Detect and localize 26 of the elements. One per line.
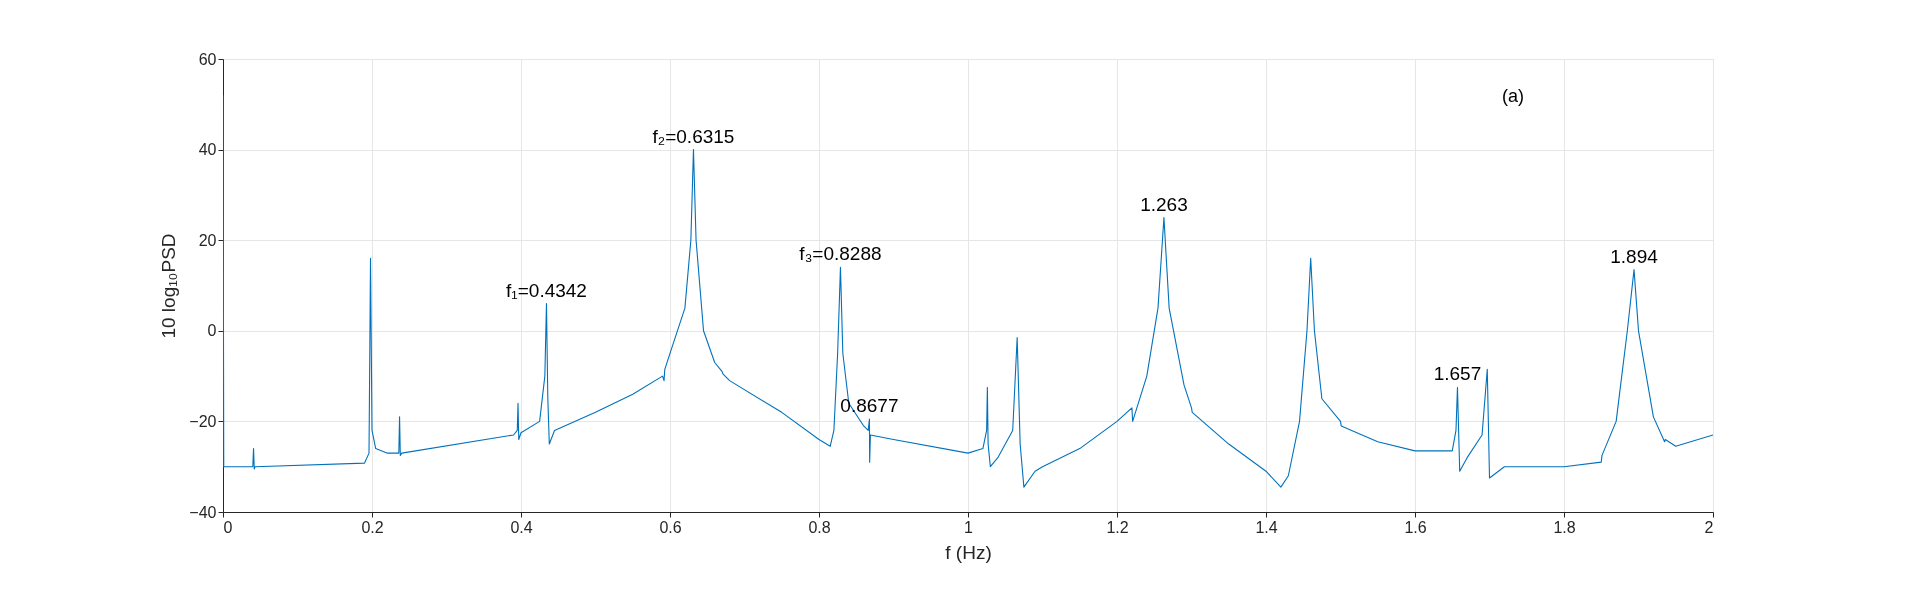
- x-tick-label: 0.4: [510, 518, 533, 536]
- x-tick-label: 0.8: [808, 518, 831, 536]
- x-tick-label: 2: [1704, 518, 1714, 536]
- annotation: 1.263: [1140, 193, 1188, 215]
- x-tick-label: 1: [964, 518, 974, 536]
- x-tick-label: 0.2: [361, 518, 384, 536]
- y-tick-label: 20: [198, 231, 217, 249]
- annotation: (a): [1502, 86, 1524, 106]
- x-tick-label: 1.2: [1106, 518, 1129, 536]
- x-axis-title: f (Hz): [945, 541, 992, 563]
- annotation: 1.657: [1433, 363, 1482, 385]
- annotation: 1.894: [1610, 245, 1659, 267]
- y-tick-label: −20: [189, 412, 217, 430]
- y-tick-label: 60: [198, 50, 217, 68]
- y-tick-label: −40: [189, 503, 217, 521]
- x-tick-label: 0: [223, 518, 233, 536]
- y-tick-label: 0: [207, 322, 217, 340]
- x-tick-label: 1.8: [1553, 518, 1576, 536]
- x-tick-label: 0.6: [659, 518, 682, 536]
- y-axis-title: 10 log₁₀PSD: [158, 233, 180, 339]
- y-tick-label: 40: [198, 141, 217, 159]
- annotation: f₂=0.6315: [652, 125, 735, 147]
- x-tick-label: 1.4: [1255, 518, 1278, 536]
- x-tick-label: 1.6: [1404, 518, 1427, 536]
- annotation: f₃=0.8288: [799, 243, 882, 265]
- annotation: f₁=0.4342: [506, 279, 587, 301]
